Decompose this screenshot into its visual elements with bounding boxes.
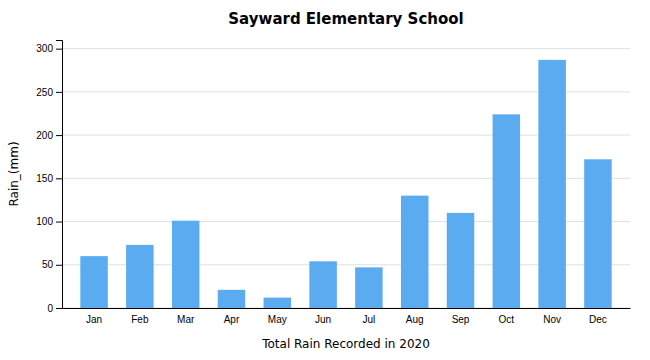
chart: 0 50 100 150 200 250 300 Jan Feb Mar Apr May Jun Jul A…: [0, 0, 650, 360]
x-tick-label: Sep: [452, 314, 470, 325]
bar: [538, 60, 565, 308]
y-tick: 200: [36, 130, 62, 141]
bar: [447, 213, 474, 308]
x-tick-label: Oct: [499, 314, 515, 325]
y-tick-mark: [56, 308, 62, 309]
y-tick: 100: [36, 216, 62, 227]
x-tick: Jun: [315, 314, 331, 325]
y-tick-label: 300: [36, 43, 53, 54]
x-tick-label: Jul: [363, 314, 376, 325]
x-tick: Apr: [224, 314, 240, 325]
y-tick-label: 0: [47, 303, 53, 314]
bar: [584, 159, 611, 308]
y-axis: 0 50 100 150 200 250 300: [36, 41, 62, 314]
bars: [80, 60, 611, 308]
plot: 0 50 100 150 200 250 300 Jan Feb Mar Apr May Jun Jul A…: [36, 41, 630, 326]
x-tick: Dec: [589, 314, 607, 325]
x-tick-label: May: [268, 314, 287, 325]
y-axis-line: [56, 41, 63, 309]
x-axis: Jan Feb Mar Apr May Jun Jul Aug Sep Oct Nov Dec: [63, 309, 631, 326]
y-tick-mark: [56, 265, 62, 266]
grid: [62, 49, 630, 308]
y-tick: 150: [36, 173, 62, 184]
y-tick: 300: [36, 43, 62, 54]
bar: [172, 221, 199, 308]
y-tick-mark: [56, 178, 62, 179]
x-axis-line: [63, 308, 631, 309]
y-axis-title: Rain_(mm): [7, 141, 21, 206]
x-tick: Mar: [177, 314, 195, 325]
bar: [218, 290, 245, 308]
x-tick-label: Aug: [406, 314, 424, 325]
x-tick-label: Apr: [224, 314, 240, 325]
bar: [80, 256, 107, 308]
x-tick: May: [268, 314, 287, 325]
grid-line: [62, 48, 630, 49]
bar: [355, 267, 382, 308]
x-tick-label: Mar: [177, 314, 195, 325]
x-tick: Oct: [499, 314, 515, 325]
bar: [126, 245, 153, 308]
bar: [264, 298, 291, 308]
x-tick-label: Feb: [131, 314, 149, 325]
y-tick-mark: [56, 92, 62, 93]
x-tick: Jan: [86, 314, 102, 325]
x-tick-label: Jan: [86, 314, 102, 325]
bar: [493, 114, 520, 308]
y-tick: 250: [36, 87, 62, 98]
bar: [401, 196, 428, 308]
x-tick: Aug: [406, 314, 424, 325]
x-tick: Jul: [363, 314, 376, 325]
x-axis-title: Total Rain Recorded in 2020: [261, 337, 430, 351]
y-tick-label: 50: [42, 259, 54, 270]
y-tick: 0: [47, 303, 62, 314]
y-tick-mark: [56, 49, 62, 50]
x-tick-label: Nov: [543, 314, 561, 325]
bar: [309, 261, 336, 308]
y-tick-label: 250: [36, 87, 53, 98]
y-tick-mark: [56, 135, 62, 136]
x-tick-label: Dec: [589, 314, 607, 325]
title: Sayward Elementary School: [228, 10, 463, 28]
y-tick-label: 100: [36, 216, 53, 227]
x-tick: Sep: [452, 314, 470, 325]
y-tick: 50: [42, 259, 62, 270]
y-tick-mark: [56, 222, 62, 223]
x-tick: Nov: [543, 314, 561, 325]
x-tick: Feb: [131, 314, 149, 325]
y-tick-label: 150: [36, 173, 53, 184]
y-tick-label: 200: [36, 130, 53, 141]
x-tick-label: Jun: [315, 314, 331, 325]
